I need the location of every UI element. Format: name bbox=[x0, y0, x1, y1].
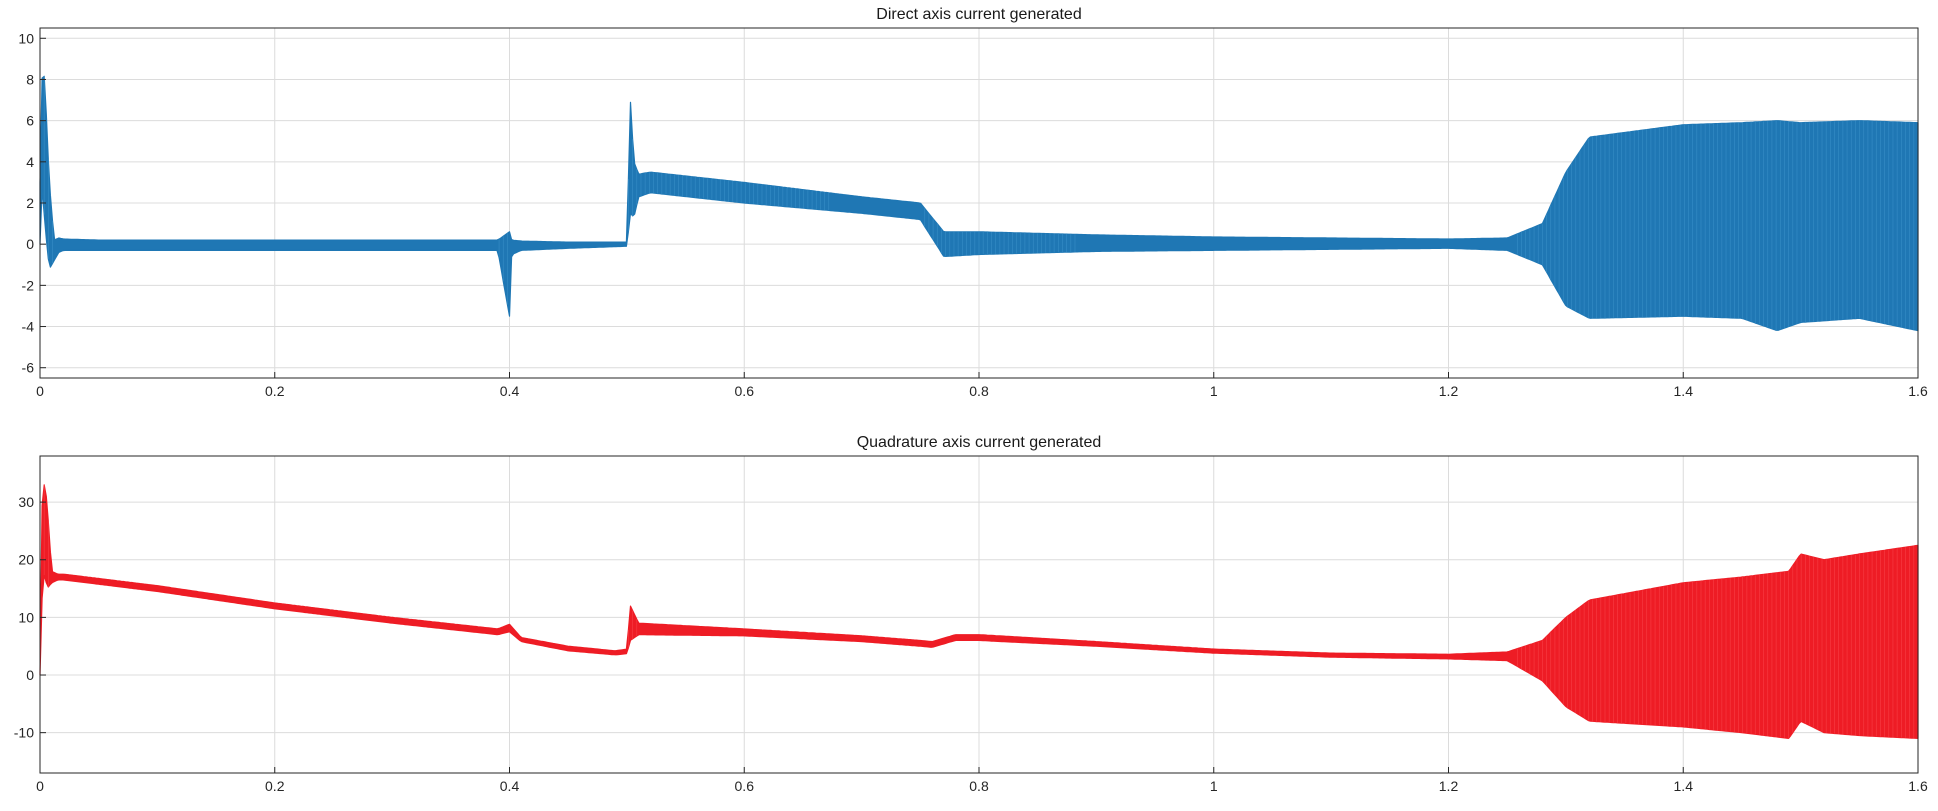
x-tick-label: 1.2 bbox=[1439, 778, 1459, 794]
y-tick-label: -2 bbox=[22, 277, 35, 293]
x-tick-label: 1 bbox=[1210, 778, 1218, 794]
direct-axis-current-panel: Direct axis current generated 0 0.2 0.4 0.6… bbox=[18, 6, 1928, 399]
x-tick-label: 0.6 bbox=[735, 383, 755, 399]
y-tick-label: 30 bbox=[18, 494, 34, 510]
x-tick-label: 0.4 bbox=[500, 778, 520, 794]
y-tick-label: 4 bbox=[26, 154, 34, 170]
x-tick-label: 0 bbox=[36, 383, 44, 399]
y-tick-label: -10 bbox=[14, 725, 34, 741]
y-tick-label: 10 bbox=[18, 609, 34, 625]
x-tick-label: 1 bbox=[1210, 383, 1218, 399]
x-tick-label: 0 bbox=[36, 778, 44, 794]
x-tick-label: 1.6 bbox=[1908, 383, 1928, 399]
y-tick-label: -6 bbox=[22, 360, 35, 376]
y-tick-label: 20 bbox=[18, 552, 34, 568]
y-tick-label: 0 bbox=[26, 236, 34, 252]
x-tick-label: 1.4 bbox=[1674, 383, 1694, 399]
y-tick-label: 2 bbox=[26, 195, 34, 211]
chart-title: Quadrature axis current generated bbox=[857, 434, 1102, 451]
y-tick-label: 0 bbox=[26, 667, 34, 683]
x-tick-label: 1.6 bbox=[1908, 778, 1928, 794]
y-tick-label: 6 bbox=[26, 113, 34, 129]
oscillation-texture bbox=[43, 484, 1919, 739]
x-tick-label: 0.2 bbox=[265, 383, 285, 399]
x-tick-label: 0.2 bbox=[265, 778, 285, 794]
y-tick-label: -4 bbox=[22, 319, 35, 335]
x-tick-label: 1.2 bbox=[1439, 383, 1459, 399]
x-tick-label: 0.8 bbox=[969, 383, 989, 399]
x-tick-label: 0.6 bbox=[735, 778, 755, 794]
x-tick-label: 0.4 bbox=[500, 383, 520, 399]
y-tick-label: 10 bbox=[18, 30, 34, 46]
x-tick-label: 1.4 bbox=[1674, 778, 1694, 794]
chart-title: Direct axis current generated bbox=[876, 6, 1081, 23]
y-tick-label: 8 bbox=[26, 71, 34, 87]
x-tick-label: 0.8 bbox=[969, 778, 989, 794]
quadrature-axis-current-panel: Quadrature axis current generated 0 0.2 0.… bbox=[14, 434, 1928, 794]
